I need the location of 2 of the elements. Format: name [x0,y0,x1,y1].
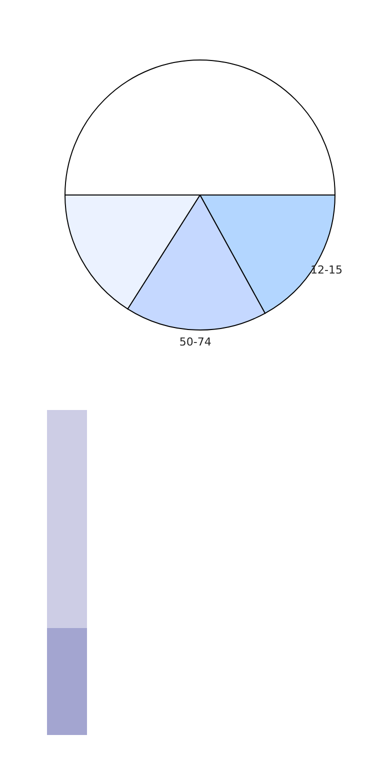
slice-label: 12-15 [310,263,343,276]
slice-label: 50-74 [179,335,212,348]
